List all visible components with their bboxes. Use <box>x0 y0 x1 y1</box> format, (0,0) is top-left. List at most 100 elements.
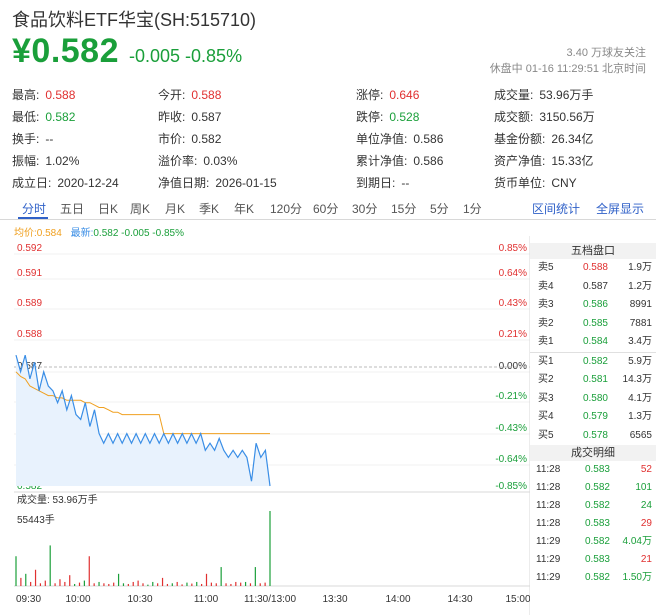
stat-cell: 成交额: 3150.56万 <box>494 106 595 128</box>
trade-price: 0.583 <box>584 518 610 529</box>
order-price: 0.582 <box>582 355 608 367</box>
trade-volume: 29 <box>640 518 652 529</box>
stat-value: 0.586 <box>413 154 444 168</box>
stat-label: 成交额: <box>494 110 534 124</box>
x-tick: 14:00 <box>385 594 410 605</box>
y-tick-right: -0.21% <box>495 391 527 402</box>
latest-price-legend-value: 0.582 -0.005 -0.85% <box>93 228 184 239</box>
volume-max-label: 55443手 <box>17 513 55 526</box>
tab-8[interactable]: 60分 <box>313 202 339 216</box>
stat-cell: 净值日期: 2026-01-15 <box>158 172 277 194</box>
order-price: 0.584 <box>582 336 608 347</box>
trade-row: 11:29 0.582 4.04万 <box>530 533 656 551</box>
trade-volume: 1.50万 <box>622 572 652 583</box>
stat-label: 成立日: <box>12 176 52 190</box>
stat-cell: 换手: -- <box>12 128 53 150</box>
order-volume: 5.9万 <box>628 355 652 367</box>
stat-value: 1.02% <box>45 154 80 168</box>
stat-label: 资产净值: <box>494 154 546 168</box>
trade-row: 11:28 0.583 52 <box>530 461 656 479</box>
range-stats-link[interactable]: 区间统计 <box>532 202 581 216</box>
stat-value: 53.96万手 <box>539 88 594 102</box>
order-level: 卖2 <box>538 317 554 329</box>
order-level: 卖4 <box>538 280 554 292</box>
fullscreen-link[interactable]: 全屏显示 <box>596 202 645 216</box>
trade-row: 11:28 0.582 101 <box>530 479 656 497</box>
stat-cell: 资产净值: 15.33亿 <box>494 150 593 172</box>
stat-value: 0.03% <box>203 154 238 168</box>
order-level: 买5 <box>538 429 554 441</box>
trade-row: 11:29 0.582 1.50万 <box>530 569 656 587</box>
trade-row: 11:29 0.583 21 <box>530 551 656 569</box>
stat-value: CNY <box>551 176 577 190</box>
tab-1[interactable]: 五日 <box>60 202 85 216</box>
order-volume: 8991 <box>629 299 652 310</box>
order-price: 0.587 <box>582 280 608 292</box>
stat-label: 涨停: <box>356 88 384 102</box>
stat-cell: 基金份额: 26.34亿 <box>494 128 593 150</box>
tab-4[interactable]: 月K <box>165 202 186 216</box>
order-level: 卖5 <box>538 262 554 273</box>
order-volume: 7881 <box>629 317 652 329</box>
stat-value: 0.582 <box>45 110 76 124</box>
stat-cell: 货币单位: CNY <box>494 172 577 194</box>
order-volume: 1.3万 <box>628 411 652 422</box>
stat-label: 累计净值: <box>356 154 408 168</box>
stat-cell: 市价: 0.582 <box>158 128 221 150</box>
order-book-title: 五档盘口 <box>530 243 656 259</box>
order-volume: 14.3万 <box>622 374 652 385</box>
stat-label: 跌停: <box>356 110 384 124</box>
tab-2[interactable]: 日K <box>98 202 119 216</box>
trade-time: 11:29 <box>536 554 561 565</box>
y-tick-right: -0.85% <box>495 481 527 492</box>
stat-cell: 今开: 0.588 <box>158 84 221 106</box>
trade-time: 11:29 <box>536 572 561 583</box>
tab-6[interactable]: 年K <box>234 202 255 216</box>
order-level: 买2 <box>538 374 554 385</box>
stat-label: 最低: <box>12 110 40 124</box>
stat-value: 2026-01-15 <box>215 176 277 190</box>
stat-cell: 振幅: 1.02% <box>12 150 79 172</box>
x-tick: 11:00 <box>194 594 219 605</box>
stat-value: 26.34亿 <box>551 132 594 146</box>
x-tick: 09:30 <box>16 594 41 605</box>
tab-11[interactable]: 5分 <box>430 202 449 216</box>
stat-value: 0.582 <box>191 132 222 146</box>
stats-row: 最高: 0.588 今开: 0.588 涨停: 0.646 成交量: 53.96万手 <box>12 84 652 106</box>
order-price: 0.578 <box>582 429 608 441</box>
tab-7[interactable]: 120分 <box>270 202 303 216</box>
market-status-time: 休盘中 01-16 11:29:51 北京时间 <box>489 63 646 75</box>
trade-detail-title: 成交明细 <box>530 445 656 461</box>
tab-12[interactable]: 1分 <box>463 202 482 216</box>
order-book-panel: 五档盘口 卖5 0.588 1.9万 卖4 0.587 1.2万 卖3 0.586 8991 卖2 0… <box>530 243 656 587</box>
tab-9[interactable]: 30分 <box>352 202 378 216</box>
y-tick-right: -0.64% <box>495 454 527 465</box>
stat-label: 今开: <box>158 88 186 102</box>
stat-label: 成交量: <box>494 88 534 102</box>
stat-label: 最高: <box>12 88 40 102</box>
active-tab-underline <box>18 217 48 219</box>
stat-value: 0.646 <box>389 88 420 102</box>
trade-price: 0.582 <box>584 572 610 583</box>
order-book-row: 买5 0.578 6565 <box>530 427 656 446</box>
price-row: ¥0.582 -0.005 -0.85% <box>12 32 242 72</box>
trade-price: 0.583 <box>584 464 610 475</box>
tab-5[interactable]: 季K <box>199 202 220 216</box>
tab-10[interactable]: 15分 <box>391 202 417 216</box>
tab-0[interactable]: 分时 <box>22 202 47 216</box>
intraday-chart[interactable]: 0.592 0.85% 0.591 0.64% 0.589 0.43% 0.588 0.21%… <box>0 236 530 615</box>
trade-volume: 4.04万 <box>622 536 652 547</box>
x-tick: 10:00 <box>65 594 90 605</box>
stat-cell: 最低: 0.582 <box>12 106 75 128</box>
chart-period-tabs: 分时 五日 日K 周K 月K 季K 年K 120分 60分 30分 15分 5分 1分 区间统计 全屏显示 <box>0 196 656 220</box>
stat-value: 0.588 <box>45 88 76 102</box>
x-tick: 11:30/13:00 <box>244 594 297 605</box>
x-tick: 10:30 <box>127 594 152 605</box>
stat-value: 0.528 <box>389 110 420 124</box>
stats-row: 成立日: 2020-12-24 净值日期: 2026-01-15 到期日: -- 货币单位:… <box>12 172 652 194</box>
fund-title: 食品饮料ETF华宝(SH:515710) <box>12 10 257 30</box>
y-tick-left: 0.592 <box>17 243 42 254</box>
tab-3[interactable]: 周K <box>130 202 151 216</box>
stat-cell: 成交量: 53.96万手 <box>494 84 593 106</box>
stat-cell: 成立日: 2020-12-24 <box>12 172 119 194</box>
